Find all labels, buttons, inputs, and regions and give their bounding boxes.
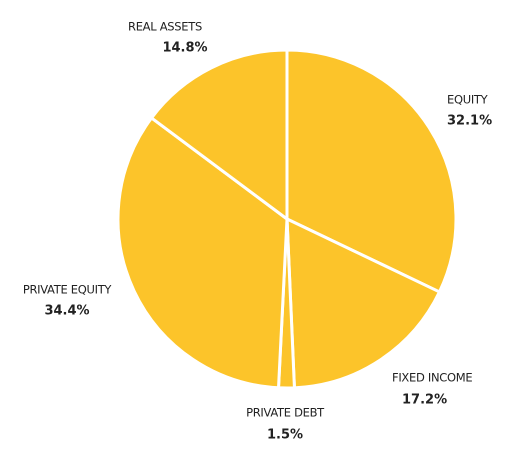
value-label: 34.4%	[44, 304, 89, 319]
pie-slice	[285, 48, 458, 294]
pie-slice	[285, 217, 441, 390]
slice-label: REAL ASSETS	[128, 20, 202, 34]
slice-label: PRIVATE EQUITY	[23, 283, 113, 297]
value-label: 17.2%	[402, 393, 447, 408]
slice-label: EQUITY	[447, 93, 489, 107]
value-label: 14.8%	[162, 41, 207, 56]
value-label: 1.5%	[267, 428, 303, 443]
pie-slice	[116, 116, 289, 390]
pie-slice	[150, 48, 289, 221]
slice-label: FIXED INCOME	[392, 371, 472, 385]
slice-label: PRIVATE DEBT	[246, 406, 325, 420]
value-label: 32.1%	[447, 114, 492, 129]
